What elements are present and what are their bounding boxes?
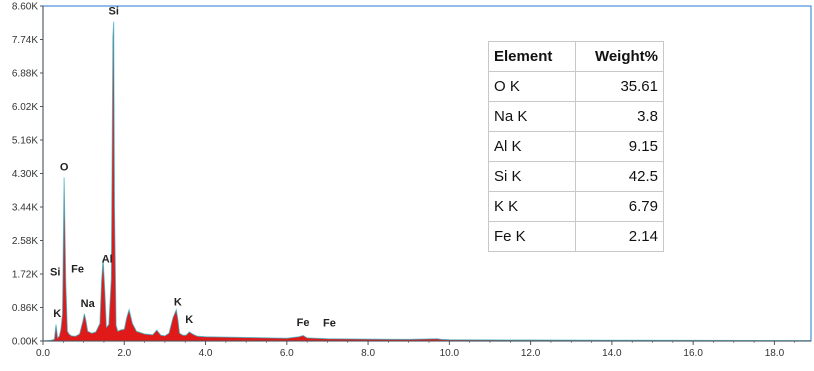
peak-label: Si xyxy=(50,267,60,279)
element-cell: Fe K xyxy=(488,221,576,252)
x-axis: 0.0 2.0 4.0 6.0 8.0 10.0 12.0 14.0 16.0 18.0 xyxy=(36,340,811,359)
y-tick-label: 2.58K xyxy=(12,236,38,247)
y-tick-label: 5.16K xyxy=(12,136,38,147)
element-weight-table: Element Weight% O K 35.61 Na K 3.8 Al K … xyxy=(488,41,664,252)
x-tick-label: 12.0 xyxy=(521,348,541,359)
table-row: Si K 42.5 xyxy=(488,161,664,192)
y-tick-label: 0.86K xyxy=(12,303,38,314)
table-row: Fe K 2.14 xyxy=(488,221,664,252)
x-tick-label: 14.0 xyxy=(602,348,622,359)
weight-cell: 6.79 xyxy=(575,191,664,222)
x-tick-label: 2.0 xyxy=(117,348,131,359)
weight-cell: 9.15 xyxy=(575,131,664,162)
element-cell: Na K xyxy=(488,101,576,132)
y-tick-label: 1.72K xyxy=(12,270,38,281)
weight-cell: 42.5 xyxy=(575,161,664,192)
y-tick-label: 0.00K xyxy=(12,337,38,348)
table-header-row: Element Weight% xyxy=(488,41,664,72)
peak-label: Fe xyxy=(297,317,310,329)
weight-cell: 2.14 xyxy=(575,221,664,252)
y-tick-label: 4.30K xyxy=(12,169,38,180)
y-axis: 0.00K 0.86K 1.72K 2.58K 3.44K 4.30K 5.16K 6.02K… xyxy=(12,2,44,348)
peak-label: Fe xyxy=(323,318,336,330)
x-tick-label: 6.0 xyxy=(280,348,294,359)
peak-label: Na xyxy=(81,298,96,310)
element-cell: O K xyxy=(488,71,576,102)
weight-cell: 3.8 xyxy=(575,101,664,132)
element-cell: Si K xyxy=(488,161,576,192)
y-tick-label: 6.88K xyxy=(12,69,38,80)
y-tick-label: 3.44K xyxy=(12,203,38,214)
x-tick-label: 8.0 xyxy=(361,348,375,359)
table-row: O K 35.61 xyxy=(488,71,664,102)
peak-label: Fe xyxy=(71,263,84,275)
peak-label: O xyxy=(60,161,69,173)
x-tick-label: 10.0 xyxy=(440,348,460,359)
y-tick-label: 6.02K xyxy=(12,102,38,113)
x-tick-label: 4.0 xyxy=(199,348,213,359)
x-tick-label: 0.0 xyxy=(36,348,50,359)
y-tick-label: 7.74K xyxy=(12,35,38,46)
x-tick-label: 18.0 xyxy=(765,348,785,359)
column-header-element: Element xyxy=(488,41,576,72)
peak-label: Al xyxy=(102,253,113,265)
table-row: K K 6.79 xyxy=(488,191,664,222)
peak-label: K xyxy=(185,314,193,326)
peak-label: K xyxy=(53,308,61,320)
peak-label: Si xyxy=(109,6,119,18)
column-header-weight: Weight% xyxy=(575,41,664,72)
spectrum-layer xyxy=(42,21,812,342)
element-cell: Al K xyxy=(488,131,576,162)
x-tick-label: 16.0 xyxy=(683,348,703,359)
table-row: Na K 3.8 xyxy=(488,101,664,132)
table-row: Al K 9.15 xyxy=(488,131,664,162)
plot-frame xyxy=(42,5,812,342)
element-cell: K K xyxy=(488,191,576,222)
spectrum-outline xyxy=(42,21,812,342)
peak-label: K xyxy=(174,297,182,309)
spectrum-area xyxy=(43,21,811,341)
weight-cell: 35.61 xyxy=(575,71,664,102)
y-tick-label: 8.60K xyxy=(12,2,38,13)
